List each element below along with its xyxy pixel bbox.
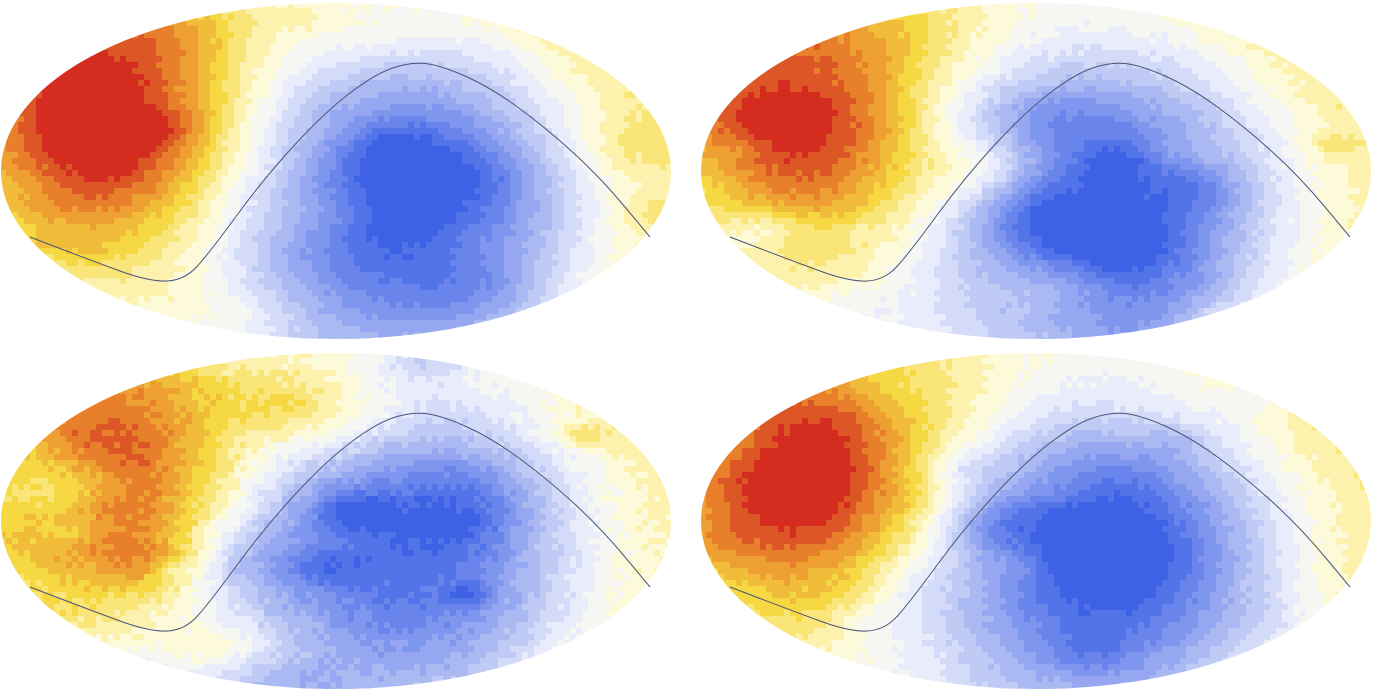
sky-map-svg <box>701 3 1371 339</box>
sky-map-svg <box>701 353 1371 689</box>
ecliptic-curve <box>729 412 1351 632</box>
temperature-field <box>1 3 671 339</box>
ecliptic-curve <box>29 412 651 632</box>
temperature-field <box>701 3 1371 339</box>
sky-map-bottom-right <box>700 352 1372 690</box>
ecliptic-curve <box>729 62 1351 282</box>
sky-map-top-right <box>700 2 1372 340</box>
temperature-field <box>701 353 1371 689</box>
temperature-field <box>1 353 671 689</box>
sky-map-bottom-left <box>0 352 672 690</box>
sky-map-top-left <box>0 2 672 340</box>
sky-map-svg <box>1 353 671 689</box>
ecliptic-curve <box>29 62 651 282</box>
sky-map-svg <box>1 3 671 339</box>
